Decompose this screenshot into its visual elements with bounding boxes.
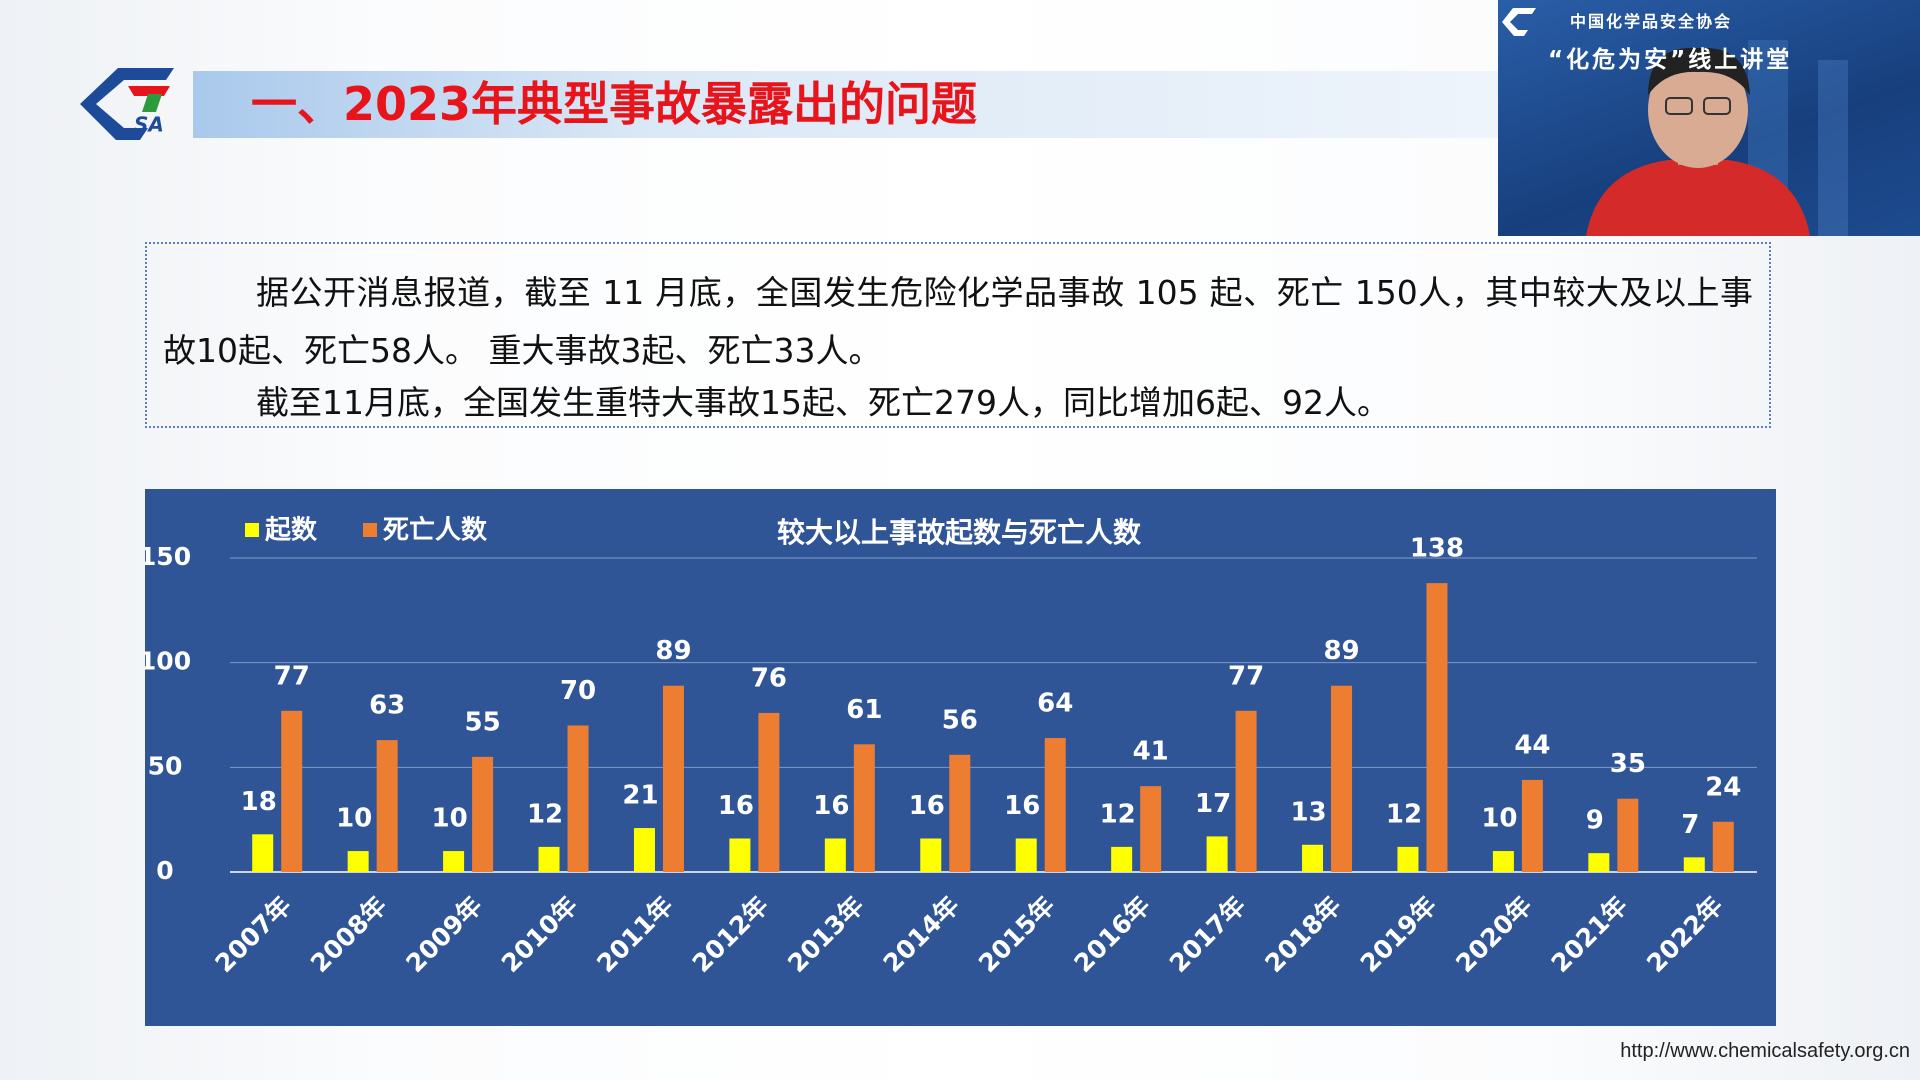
bar <box>1015 838 1037 872</box>
bar <box>538 846 560 872</box>
data-label: 76 <box>751 663 787 693</box>
data-label: 56 <box>942 705 978 735</box>
bar <box>729 838 751 872</box>
data-label: 10 <box>432 804 468 834</box>
bar <box>920 838 942 872</box>
data-label: 9 <box>1586 806 1604 836</box>
footer-url: http://www.chemicalsafety.org.cn <box>1620 1040 1910 1062</box>
text-box: 据公开消息报道，截至 11 月底，全国发生危险化学品事故 105 起、死亡 15… <box>145 242 1771 428</box>
data-label: 70 <box>560 676 596 706</box>
bar <box>824 838 846 872</box>
data-label: 61 <box>846 695 882 725</box>
bar <box>443 851 465 872</box>
bar <box>1588 853 1610 872</box>
bar <box>567 725 589 872</box>
y-tick-label: 100 <box>145 647 191 676</box>
data-label: 89 <box>1323 636 1359 666</box>
data-label: 63 <box>369 691 405 721</box>
bar <box>1206 836 1228 872</box>
data-label: 12 <box>527 799 563 829</box>
paragraph: 据公开消息报道，截至 11 月底，全国发生危险化学品事故 105 起、死亡 15… <box>163 273 1753 370</box>
legend-label: 起数 <box>265 516 318 546</box>
legend-swatch <box>363 523 377 537</box>
bar <box>758 712 780 872</box>
bar <box>1712 821 1734 872</box>
bar <box>1521 779 1543 872</box>
data-label: 35 <box>1610 749 1646 779</box>
bar <box>662 685 684 872</box>
data-label: 41 <box>1133 737 1169 767</box>
speaker <box>1502 8 1848 236</box>
data-label: 24 <box>1705 772 1741 802</box>
bar <box>1140 786 1162 872</box>
data-label: 13 <box>1290 797 1326 827</box>
bar <box>1302 844 1324 872</box>
data-label: 55 <box>465 707 501 737</box>
bar <box>281 710 303 872</box>
data-label: 10 <box>336 804 372 834</box>
data-label: 16 <box>909 791 945 821</box>
bar <box>1111 846 1133 872</box>
data-label: 16 <box>813 791 849 821</box>
bar <box>633 828 655 872</box>
slide-title: 一、2023年典型事故暴露出的问题 <box>251 77 978 131</box>
data-label: 64 <box>1037 689 1073 719</box>
title-bar <box>193 71 1500 138</box>
bar <box>1617 798 1639 872</box>
data-label: 21 <box>622 781 658 811</box>
data-label: 17 <box>1195 789 1231 819</box>
data-label: 89 <box>655 636 691 666</box>
data-label: 16 <box>718 791 754 821</box>
bar <box>252 834 274 872</box>
bar <box>949 754 971 872</box>
bar <box>347 851 369 872</box>
y-tick-label: 0 <box>156 856 173 885</box>
bar <box>1683 857 1705 872</box>
bar <box>1331 685 1353 872</box>
data-label: 10 <box>1481 804 1517 834</box>
org-name: 中国化学品安全协会 <box>1570 12 1733 31</box>
bar <box>1426 583 1448 872</box>
bar <box>376 740 398 872</box>
video-inset: 中国化学品安全协会 “化危为安”线上讲堂 <box>1498 0 1920 236</box>
paragraph: 截至11月底，全国发生重特大事故15起、死亡279人，同比增加6起、92人。 <box>256 383 1390 422</box>
bar <box>1044 738 1066 872</box>
logo: SA <box>80 68 174 140</box>
data-label: 44 <box>1514 730 1550 760</box>
y-tick-label: 150 <box>145 542 191 571</box>
bar <box>1235 710 1257 872</box>
program-name: “化危为安”线上讲堂 <box>1548 47 1793 73</box>
legend-label: 死亡人数 <box>383 515 488 546</box>
data-label: 7 <box>1681 810 1699 840</box>
bar <box>1492 851 1514 872</box>
logo-text: SA <box>134 113 164 137</box>
data-label: 77 <box>1228 661 1264 691</box>
data-label: 138 <box>1410 534 1464 564</box>
bar <box>1397 846 1419 872</box>
bar <box>472 756 494 872</box>
data-label: 12 <box>1100 799 1136 829</box>
data-label: 16 <box>1004 791 1040 821</box>
data-label: 12 <box>1386 799 1422 829</box>
data-label: 77 <box>274 661 310 691</box>
bar <box>853 744 875 872</box>
y-tick-label: 50 <box>148 751 183 780</box>
legend-swatch <box>245 523 259 537</box>
chart-title: 较大以上事故起数与死亡人数 <box>777 516 1142 549</box>
data-label: 18 <box>241 787 277 817</box>
